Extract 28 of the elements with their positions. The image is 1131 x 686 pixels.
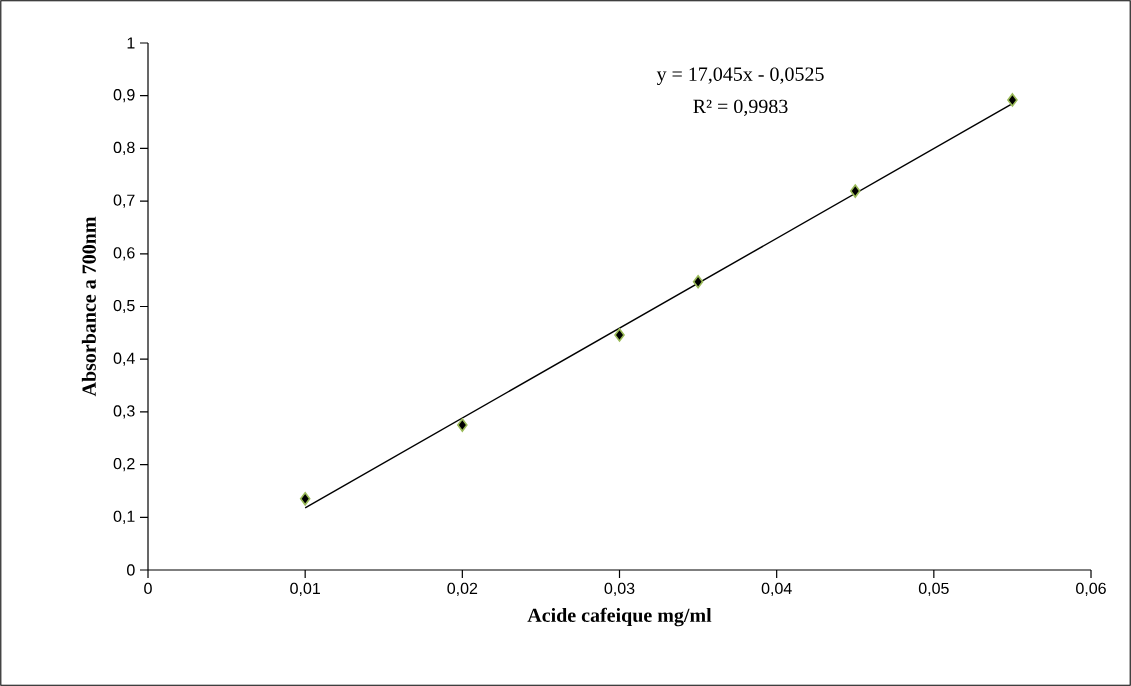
y-tick-label: 0,7: [113, 194, 135, 208]
point: [614, 328, 625, 342]
y-tick-label: 0,2: [113, 457, 135, 472]
x-axis-title: Acide cafeique mg/ml: [527, 607, 712, 627]
y-tick-label: 1: [127, 37, 135, 49]
y-tick-label: 0,3: [113, 405, 135, 419]
x-tick-label: 0,02: [447, 582, 478, 596]
point: [299, 492, 311, 506]
x-tick-label: 0: [144, 582, 152, 595]
point: [1007, 93, 1018, 107]
x-tick-label: 0,01: [290, 582, 320, 596]
point: [457, 418, 468, 432]
y-tick-label: 0,6: [113, 247, 135, 261]
point: [849, 184, 861, 198]
y-tick-label: 0: [127, 564, 135, 576]
x-tick-label: 0,04: [761, 582, 792, 596]
x-tick-label: 0,03: [604, 582, 635, 596]
y-tick-label: 0,9: [113, 89, 135, 103]
y-axis-title: Absorbance a 700nm: [81, 216, 96, 397]
x-tick-label: 0,05: [918, 582, 949, 596]
y-tick-label: 0,5: [113, 299, 135, 314]
x-tick-label: 0,06: [1076, 582, 1106, 596]
y-tick-label: 0,4: [113, 352, 135, 366]
annotation: y = 17,045x - 0,0525: [656, 67, 824, 85]
y-tick-label: 0,1: [113, 510, 135, 524]
y-tick-label: 0,8: [113, 141, 135, 156]
annotation: R² = 0,9983: [693, 99, 788, 116]
point: [692, 274, 704, 289]
